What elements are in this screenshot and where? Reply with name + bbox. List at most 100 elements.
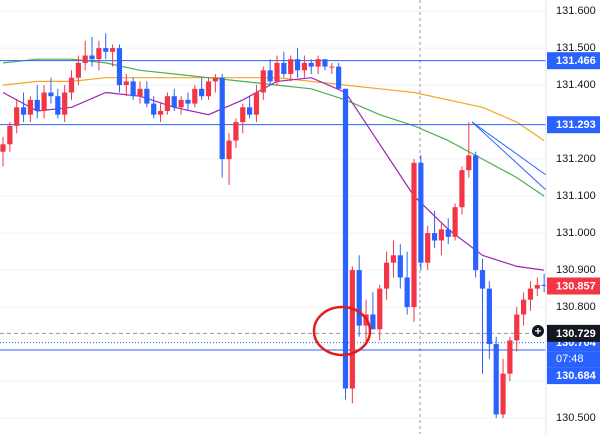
candle-body — [527, 288, 534, 300]
candle-body — [541, 284, 547, 287]
highlight-circle — [312, 305, 372, 357]
candle-body — [89, 55, 95, 60]
candle-body — [55, 96, 61, 115]
candle-body — [329, 66, 335, 68]
candle-body — [240, 107, 246, 123]
candle-body — [75, 62, 81, 78]
candle-body — [370, 314, 376, 330]
candle-body — [521, 299, 527, 315]
candle-body — [514, 314, 520, 341]
candle-body — [466, 155, 472, 171]
candle-body — [349, 270, 355, 389]
price-label-box — [547, 367, 600, 385]
trend-line — [471, 121, 547, 191]
candle-body — [336, 66, 342, 89]
y-tick-label: 131.400 — [556, 79, 596, 91]
candle-body — [247, 107, 253, 115]
candle-body — [20, 107, 27, 115]
candle-body — [0, 144, 6, 152]
candle-body — [157, 110, 164, 115]
crosshair-button[interactable] — [532, 325, 544, 337]
candle-body — [48, 92, 54, 97]
y-tick-label: 130.900 — [556, 264, 596, 276]
candle-body — [219, 77, 225, 160]
candle-body — [342, 88, 349, 389]
candle-body — [397, 255, 403, 278]
candle-body — [322, 59, 328, 67]
candle-body — [226, 140, 232, 160]
y-tick-label: 130.500 — [556, 412, 596, 424]
candle-body — [233, 122, 239, 141]
candle-body — [438, 229, 444, 241]
candle-body — [411, 162, 417, 308]
price-label: 131.466 — [556, 55, 596, 67]
trend-line — [471, 121, 547, 176]
candle-body — [192, 88, 198, 104]
countdown: 07:48 — [556, 353, 584, 365]
candle-body — [123, 81, 129, 86]
price-labels: 131.466131.293130.857130.70407:48130.684… — [547, 52, 600, 385]
candle-body — [534, 284, 540, 289]
candle-body — [315, 59, 321, 67]
candle-body — [267, 70, 273, 82]
y-tick-label: 131.500 — [556, 42, 596, 54]
price-label: 130.857 — [556, 280, 596, 292]
y-tick-label: 131.200 — [556, 153, 596, 165]
candle-body — [384, 262, 390, 289]
countdown-box — [547, 351, 600, 368]
candle-body — [281, 62, 287, 74]
candle-body — [62, 92, 68, 115]
candle-body — [7, 125, 13, 145]
candle-body — [500, 373, 506, 415]
candle-body — [404, 277, 410, 308]
price-label-box — [547, 324, 600, 342]
candle-body — [151, 103, 157, 115]
price-label: 130.684 — [556, 370, 597, 382]
y-tick-label: 130.800 — [556, 301, 596, 313]
candle-body — [288, 59, 294, 74]
candle-body — [253, 92, 260, 115]
candle-body — [425, 233, 431, 263]
price-label: 131.293 — [556, 119, 596, 131]
candle-body — [301, 62, 307, 71]
y-tick-label: 131.100 — [556, 190, 596, 202]
candle-body — [260, 70, 266, 93]
candle-body — [274, 62, 280, 82]
candle-body — [431, 233, 438, 241]
candle-body — [144, 88, 150, 104]
candle-body — [96, 48, 102, 60]
candle-body — [473, 155, 479, 271]
candle-body — [507, 340, 513, 374]
candle-body — [356, 270, 362, 326]
candle-body — [82, 55, 88, 63]
candle-body — [130, 81, 136, 97]
candle-body — [171, 96, 177, 108]
y-tick-label: 131.000 — [556, 227, 596, 239]
price-label-box — [547, 52, 600, 70]
candle-body — [110, 48, 116, 52]
candle-body — [212, 77, 218, 82]
candle-body — [459, 170, 465, 208]
y-tick-label: 131.600 — [556, 5, 596, 17]
price-label-box — [547, 116, 600, 134]
candle-body — [27, 99, 33, 115]
candle-body — [164, 96, 170, 111]
candle-body — [116, 48, 123, 86]
candle-body — [445, 229, 451, 237]
candle-body — [205, 81, 212, 97]
candle-body — [103, 48, 109, 52]
candle-body — [452, 207, 458, 237]
plus-icon — [535, 328, 541, 334]
price-label-box — [547, 277, 600, 295]
candle-body — [418, 162, 424, 263]
candle-body — [68, 77, 75, 93]
candle-body — [493, 344, 499, 415]
candle-body — [199, 88, 205, 97]
candle-body — [294, 59, 301, 71]
candle-body — [185, 99, 191, 104]
candle-body — [137, 88, 143, 97]
price-label: 130.729 — [556, 328, 596, 340]
candle-body — [34, 99, 40, 111]
